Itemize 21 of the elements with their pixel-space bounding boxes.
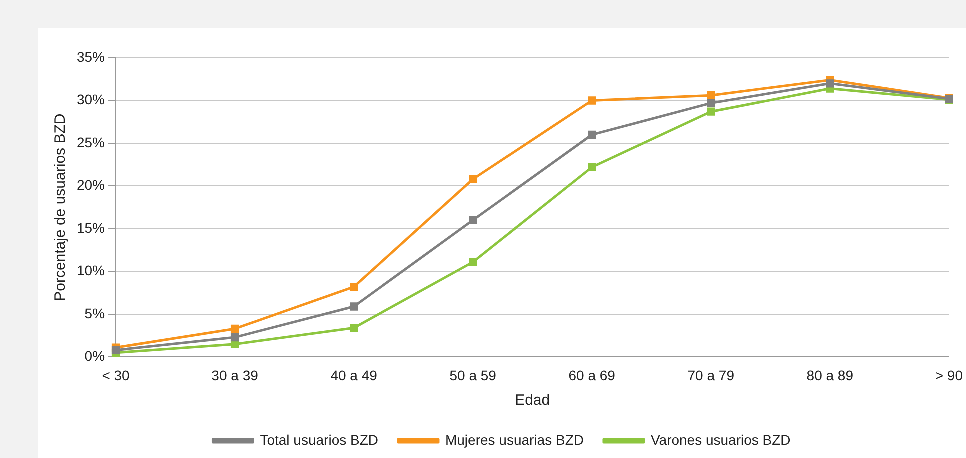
x-tick-label: 40 a 49 xyxy=(330,367,378,384)
y-tick-label: 0% xyxy=(84,348,106,364)
y-axis-title: Porcentaje de usuarios BZD xyxy=(52,114,70,302)
y-tick-label: 20% xyxy=(76,177,106,194)
y-tick-label: 25% xyxy=(76,134,106,150)
x-tick-label: 80 a 89 xyxy=(806,367,854,384)
y-tick-label: 10% xyxy=(76,262,106,279)
x-tick-label: < 30 xyxy=(102,367,130,384)
legend-label: Varones usuarios BZD xyxy=(650,432,791,448)
x-tick-label: 60 a 69 xyxy=(568,367,616,384)
y-tick-label: 5% xyxy=(84,305,106,322)
x-tick-label: 70 a 79 xyxy=(688,367,735,384)
legend-label: Total usuarios BZD xyxy=(260,432,378,448)
legend-label: Mujeres usuarias BZD xyxy=(445,432,584,448)
x-axis-title: Edad xyxy=(515,392,550,410)
y-tick-label: 30% xyxy=(76,92,106,108)
y-tick-label: 15% xyxy=(76,220,106,236)
x-tick-label: > 90 xyxy=(935,367,964,384)
x-tick-label: 30 a 39 xyxy=(212,367,259,384)
x-tick-label: 50 a 59 xyxy=(450,367,497,384)
y-tick-label: 35% xyxy=(76,48,106,65)
